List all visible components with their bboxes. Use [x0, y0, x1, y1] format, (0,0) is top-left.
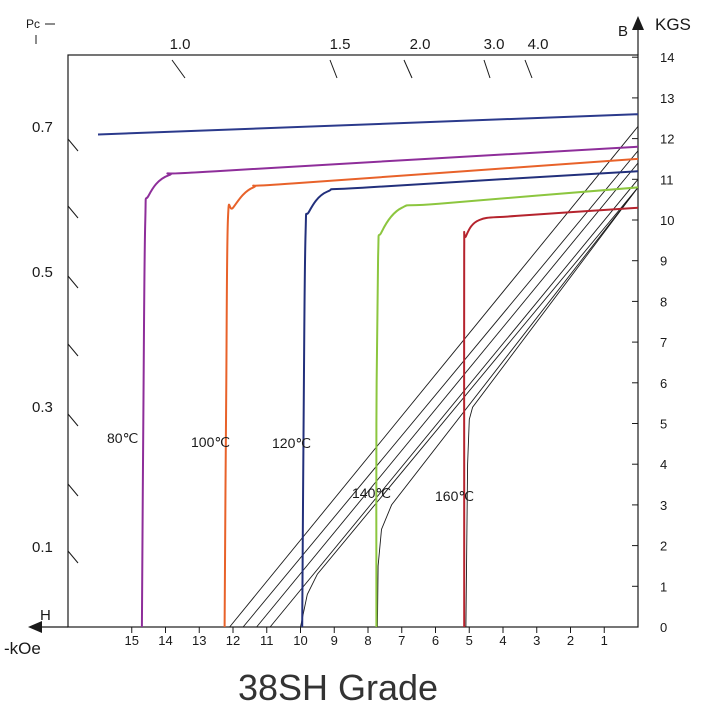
pc-top-tick	[403, 59, 413, 79]
y-tick-label: 5	[660, 417, 667, 432]
y-tick-label: 4	[660, 457, 667, 472]
pc-left-label: 0.3	[32, 399, 53, 416]
y-tick-label: 2	[660, 539, 667, 554]
y-tick-label: 0	[660, 620, 667, 635]
y-tick-label: 3	[660, 498, 667, 513]
x-axis-end-label: H	[40, 607, 51, 624]
demag-curve	[140, 145, 639, 628]
x-tick-label: 3	[533, 633, 540, 648]
y-tick-label: 11	[660, 172, 674, 187]
tick-layer	[67, 56, 638, 633]
pc-top-label: 1.5	[330, 36, 351, 53]
plot-frame	[67, 54, 639, 628]
temperature-label: 120℃	[272, 435, 311, 451]
load-line	[376, 187, 639, 628]
chart-title: 38SH Grade	[238, 667, 438, 708]
load-line	[269, 179, 639, 628]
y-axis-unit-label: KGS	[655, 15, 691, 34]
x-tick-label: 4	[499, 633, 506, 648]
x-axis-arrow	[28, 621, 42, 633]
x-tick-label: 13	[192, 633, 206, 648]
pc-left-tick	[67, 483, 79, 497]
temperature-label: 100℃	[191, 434, 230, 450]
load-line	[242, 150, 639, 628]
pc-top-tick	[329, 59, 338, 79]
temperature-label: 80℃	[107, 430, 138, 446]
pc-top-tick	[171, 59, 186, 79]
load-line	[465, 187, 639, 628]
y-tick-label: 9	[660, 254, 667, 269]
x-tick-label: 14	[158, 633, 172, 648]
x-tick-label: 12	[226, 633, 240, 648]
pc-left-label: 0.7	[32, 119, 53, 136]
y-tick-label: 1	[660, 579, 667, 594]
x-tick-label: 6	[432, 633, 439, 648]
temperature-label: 160℃	[435, 488, 474, 504]
demag-curve	[301, 170, 639, 628]
x-axis-unit-label: -kOe	[4, 639, 41, 658]
x-tick-label: 9	[331, 633, 338, 648]
demag-curves	[97, 113, 639, 628]
pc-left-tick	[67, 205, 79, 219]
pc-axis-label: Pc	[26, 17, 40, 31]
pc-top-label: 4.0	[528, 36, 549, 53]
x-tick-label: 10	[293, 633, 307, 648]
y-tick-label: 7	[660, 335, 667, 350]
x-tick-label: 1	[601, 633, 608, 648]
load-line	[300, 187, 639, 628]
demag-curve	[223, 157, 639, 628]
load-line	[256, 162, 639, 628]
x-tick-label: 8	[364, 633, 371, 648]
pc-left-tick	[67, 413, 79, 427]
pc-left-tick	[67, 275, 79, 289]
y-tick-label: 8	[660, 294, 667, 309]
x-tick-label: 15	[125, 633, 139, 648]
pc-top-label: 2.0	[410, 36, 431, 53]
pc-left-tick	[67, 343, 79, 357]
load-line	[229, 126, 639, 628]
load-lines	[229, 126, 639, 628]
demag-curve	[375, 186, 639, 628]
pc-top-label: 1.0	[170, 36, 191, 53]
temperature-label: 140℃	[352, 485, 391, 501]
pc-top-label: 3.0	[484, 36, 505, 53]
pc-left-tick	[67, 138, 79, 152]
y-tick-label: 13	[660, 91, 674, 106]
y-tick-label: 14	[660, 50, 674, 65]
y-axis-end-label: B	[618, 23, 628, 40]
x-tick-label: 7	[398, 633, 405, 648]
y-tick-label: 6	[660, 376, 667, 391]
x-tick-label: 5	[466, 633, 473, 648]
pc-left-label: 0.1	[32, 539, 53, 556]
y-tick-label: 10	[660, 213, 674, 228]
x-tick-label: 2	[567, 633, 574, 648]
pc-top-tick	[483, 59, 491, 79]
pc-left-tick	[67, 550, 79, 564]
demag-curve	[97, 113, 639, 136]
demag-curve	[463, 206, 639, 627]
x-tick-label: 11	[260, 633, 274, 648]
pc-top-tick	[524, 59, 533, 79]
y-tick-label: 12	[660, 132, 674, 147]
y-axis-arrow	[632, 16, 644, 30]
pc-left-label: 0.5	[32, 264, 53, 281]
